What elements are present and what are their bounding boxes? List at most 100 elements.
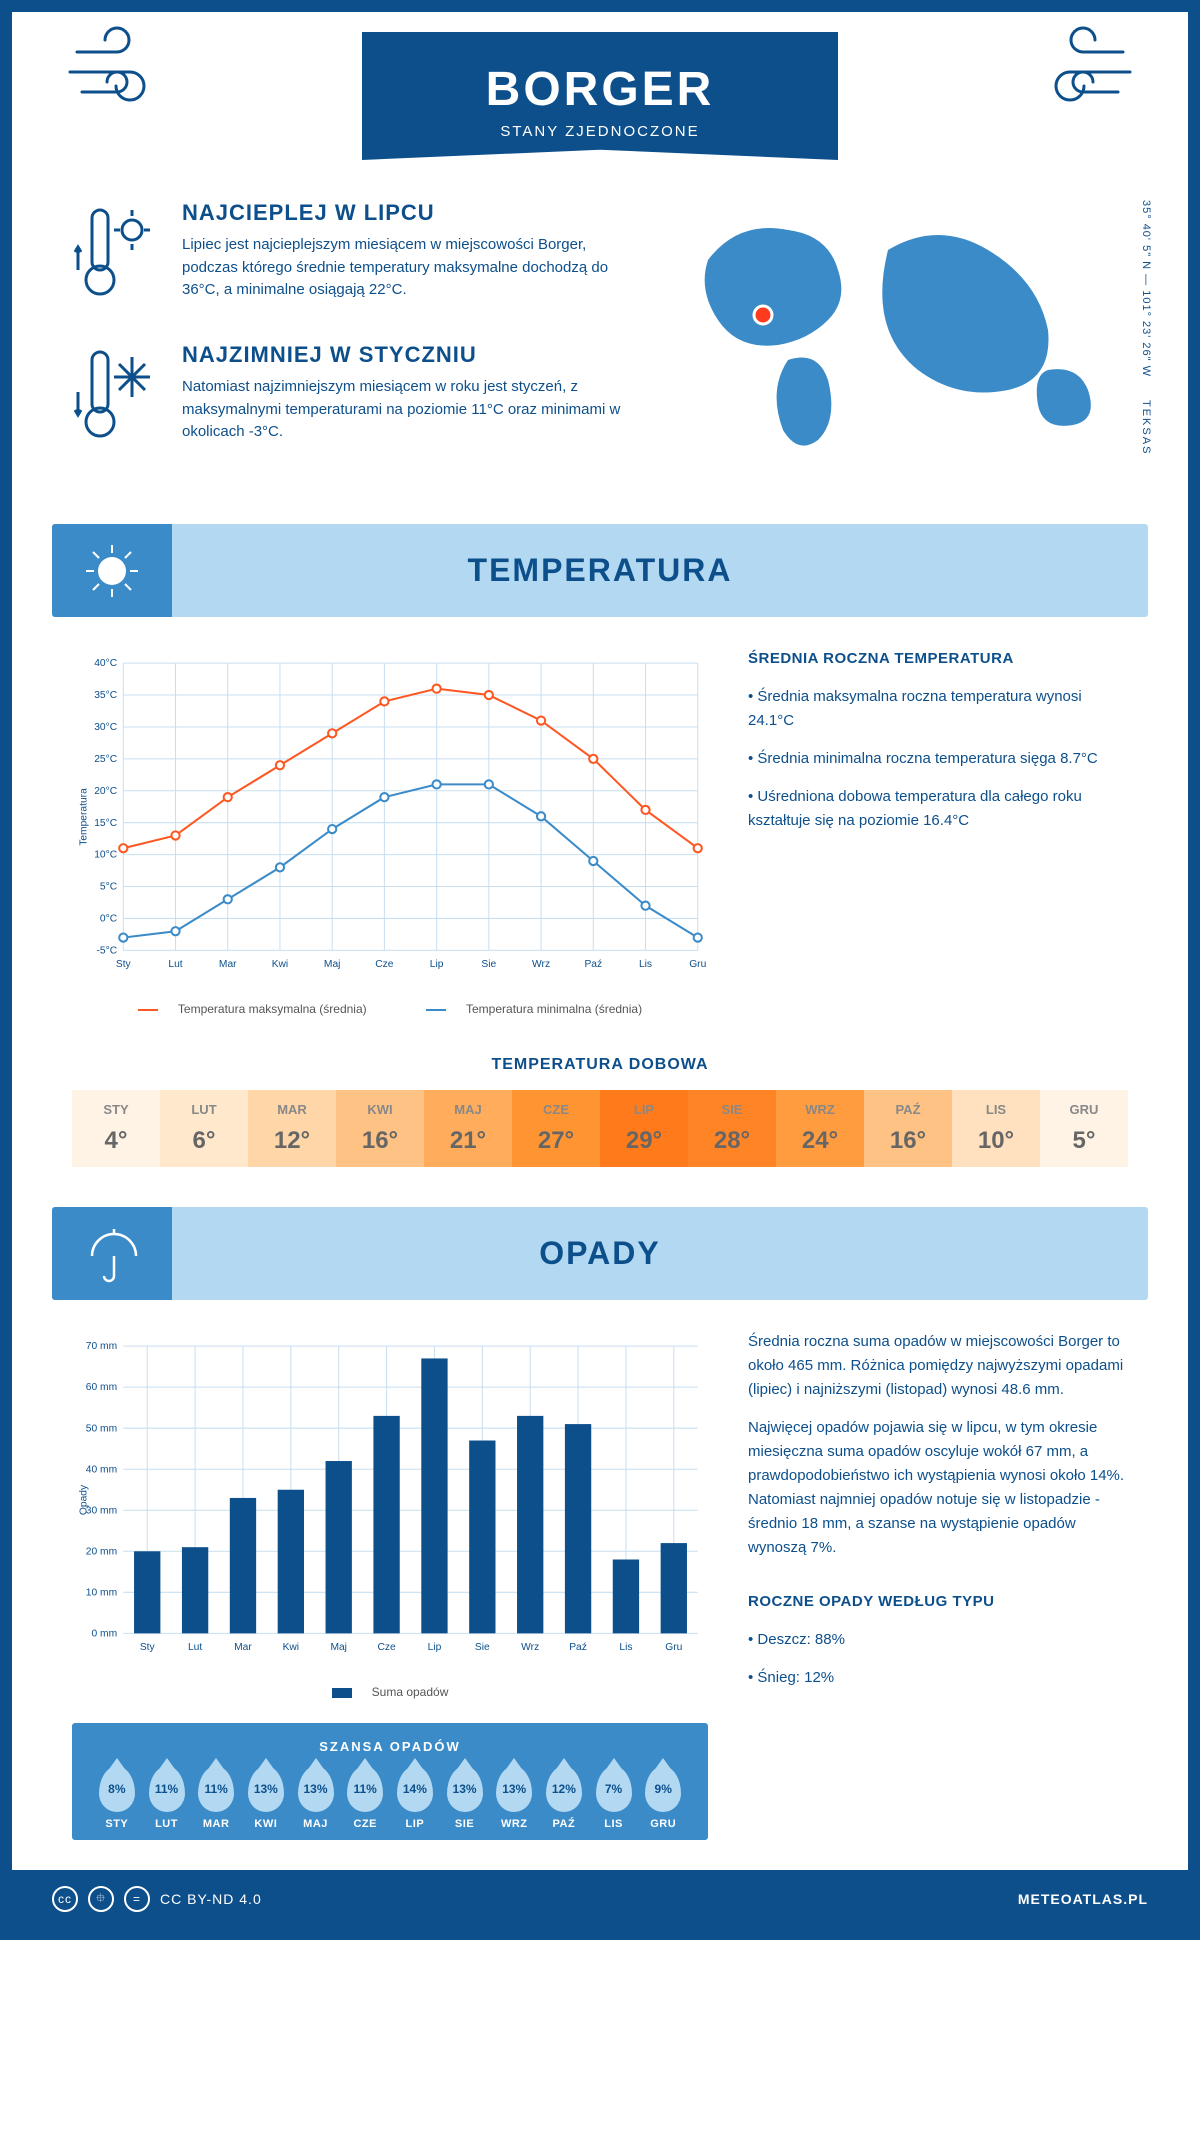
svg-text:50 mm: 50 mm xyxy=(86,1423,117,1434)
svg-text:Opady: Opady xyxy=(78,1484,89,1515)
svg-text:Paź: Paź xyxy=(584,959,602,970)
drop-cell: 13%MAJ xyxy=(291,1766,341,1830)
region-label: TEKSAS xyxy=(1140,400,1152,455)
temp-cell: MAR12° xyxy=(248,1090,336,1167)
legend-max: Temperatura maksymalna (średnia) xyxy=(178,1002,367,1016)
svg-text:Gru: Gru xyxy=(689,959,706,970)
drop-cell: 11%MAR xyxy=(191,1766,241,1830)
hottest-title: NAJCIEPLEJ W LIPCU xyxy=(182,200,628,226)
drop-cell: 14%LIP xyxy=(390,1766,440,1830)
svg-text:60 mm: 60 mm xyxy=(86,1382,117,1393)
legend-rain: Suma opadów xyxy=(372,1685,449,1699)
drop-cell: 13%WRZ xyxy=(489,1766,539,1830)
svg-text:Kwi: Kwi xyxy=(272,959,289,970)
temp-cell: LIS10° xyxy=(952,1090,1040,1167)
world-map xyxy=(668,200,1128,460)
svg-text:Wrz: Wrz xyxy=(532,959,550,970)
temp-cell: LIP29° xyxy=(600,1090,688,1167)
svg-text:Paź: Paź xyxy=(569,1642,587,1653)
svg-text:Maj: Maj xyxy=(330,1642,347,1653)
header: BORGER STANY ZJEDNOCZONE xyxy=(12,12,1188,160)
svg-text:Wrz: Wrz xyxy=(521,1642,539,1653)
hottest-text: Lipiec jest najcieplejszym miesiącem w m… xyxy=(182,234,628,302)
svg-text:Lut: Lut xyxy=(188,1642,202,1653)
coordinates: 35° 40' 5" N — 101° 23' 26" W xyxy=(1140,200,1152,377)
svg-text:Lip: Lip xyxy=(430,959,444,970)
precipitation-bar-chart: 0 mm10 mm20 mm30 mm40 mm50 mm60 mm70 mmS… xyxy=(72,1330,708,1670)
drop-cell: 12%PAŹ xyxy=(539,1766,589,1830)
section-header-precipitation: OPADY xyxy=(52,1207,1148,1300)
section-title: TEMPERATURA xyxy=(52,552,1148,589)
temp-cell: SIE28° xyxy=(688,1090,776,1167)
by-icon: ⯐ xyxy=(88,1886,114,1912)
thermometer-cold-icon xyxy=(72,342,162,452)
drop-cell: 11%CZE xyxy=(340,1766,390,1830)
rain-type-heading: ROCZNE OPADY WEDŁUG TYPU xyxy=(748,1590,1128,1614)
footer: cc ⯐ = CC BY-ND 4.0 METEOATLAS.PL xyxy=(12,1870,1188,1928)
svg-text:5°C: 5°C xyxy=(100,882,118,893)
svg-text:Maj: Maj xyxy=(324,959,341,970)
drop-cell: 7%LIS xyxy=(589,1766,639,1830)
svg-text:Lut: Lut xyxy=(168,959,182,970)
svg-text:15°C: 15°C xyxy=(94,818,118,829)
temp-cell: LUT6° xyxy=(160,1090,248,1167)
svg-text:30°C: 30°C xyxy=(94,722,118,733)
chart-legend: Temperatura maksymalna (średnia) Tempera… xyxy=(72,1002,708,1016)
legend-min: Temperatura minimalna (średnia) xyxy=(466,1002,642,1016)
svg-text:0 mm: 0 mm xyxy=(92,1628,118,1639)
svg-text:30 mm: 30 mm xyxy=(86,1505,117,1516)
svg-text:35°C: 35°C xyxy=(94,690,118,701)
svg-text:10°C: 10°C xyxy=(94,850,118,861)
temp-cell: KWI16° xyxy=(336,1090,424,1167)
temp-cell: GRU5° xyxy=(1040,1090,1128,1167)
site-name: METEOATLAS.PL xyxy=(1018,1891,1148,1907)
temp-cell: CZE27° xyxy=(512,1090,600,1167)
svg-text:Sty: Sty xyxy=(140,1642,156,1653)
svg-text:Cze: Cze xyxy=(375,959,394,970)
bullet: • Uśredniona dobowa temperatura dla całe… xyxy=(748,785,1128,833)
svg-text:Mar: Mar xyxy=(219,959,237,970)
temp-cell: WRZ24° xyxy=(776,1090,864,1167)
drop-cell: 11%LUT xyxy=(142,1766,192,1830)
temp-cell: STY4° xyxy=(72,1090,160,1167)
svg-text:10 mm: 10 mm xyxy=(86,1587,117,1598)
hottest-block: NAJCIEPLEJ W LIPCU Lipiec jest najcieple… xyxy=(72,200,628,310)
coldest-block: NAJZIMNIEJ W STYCZNIU Natomiast najzimni… xyxy=(72,342,628,452)
svg-text:Lis: Lis xyxy=(619,1642,632,1653)
drop-cell: 9%GRU xyxy=(638,1766,688,1830)
svg-text:Cze: Cze xyxy=(377,1642,396,1653)
svg-text:Lis: Lis xyxy=(639,959,652,970)
coldest-title: NAJZIMNIEJ W STYCZNIU xyxy=(182,342,628,368)
map-marker xyxy=(754,306,772,324)
svg-text:20°C: 20°C xyxy=(94,786,118,797)
coldest-text: Natomiast najzimniejszym miesiącem w rok… xyxy=(182,376,628,444)
bullet: • Średnia minimalna roczna temperatura s… xyxy=(748,747,1128,771)
temp-cell: PAŹ16° xyxy=(864,1090,952,1167)
thermometer-hot-icon xyxy=(72,200,162,310)
title-banner: BORGER STANY ZJEDNOCZONE xyxy=(362,32,838,160)
section-title: OPADY xyxy=(52,1235,1148,1272)
drop-cell: 13%KWI xyxy=(241,1766,291,1830)
page-title: BORGER xyxy=(382,62,818,117)
svg-text:40 mm: 40 mm xyxy=(86,1464,117,1475)
svg-text:Mar: Mar xyxy=(234,1642,252,1653)
nd-icon: = xyxy=(124,1886,150,1912)
drop-cell: 8%STY xyxy=(92,1766,142,1830)
svg-text:25°C: 25°C xyxy=(94,754,118,765)
svg-text:40°C: 40°C xyxy=(94,658,118,669)
svg-text:Gru: Gru xyxy=(665,1642,682,1653)
svg-text:20 mm: 20 mm xyxy=(86,1546,117,1557)
rain-chance-title: SZANSA OPADÓW xyxy=(92,1739,688,1754)
page-subtitle: STANY ZJEDNOCZONE xyxy=(382,123,818,140)
section-header-temperature: TEMPERATURA xyxy=(52,524,1148,617)
svg-text:Sty: Sty xyxy=(116,959,132,970)
drop-cell: 13%SIE xyxy=(440,1766,490,1830)
temperature-line-chart: -5°C0°C5°C10°C15°C20°C25°C30°C35°C40°CSt… xyxy=(72,647,708,987)
bullet: • Śnieg: 12% xyxy=(748,1666,1128,1690)
chart-legend: Suma opadów xyxy=(72,1685,708,1699)
temp-cell: MAJ21° xyxy=(424,1090,512,1167)
bullet: • Deszcz: 88% xyxy=(748,1628,1128,1652)
rain-desc-2: Najwięcej opadów pojawia się w lipcu, w … xyxy=(748,1416,1128,1560)
svg-text:Sie: Sie xyxy=(475,1642,490,1653)
temp-side-heading: ŚREDNIA ROCZNA TEMPERATURA xyxy=(748,647,1128,671)
